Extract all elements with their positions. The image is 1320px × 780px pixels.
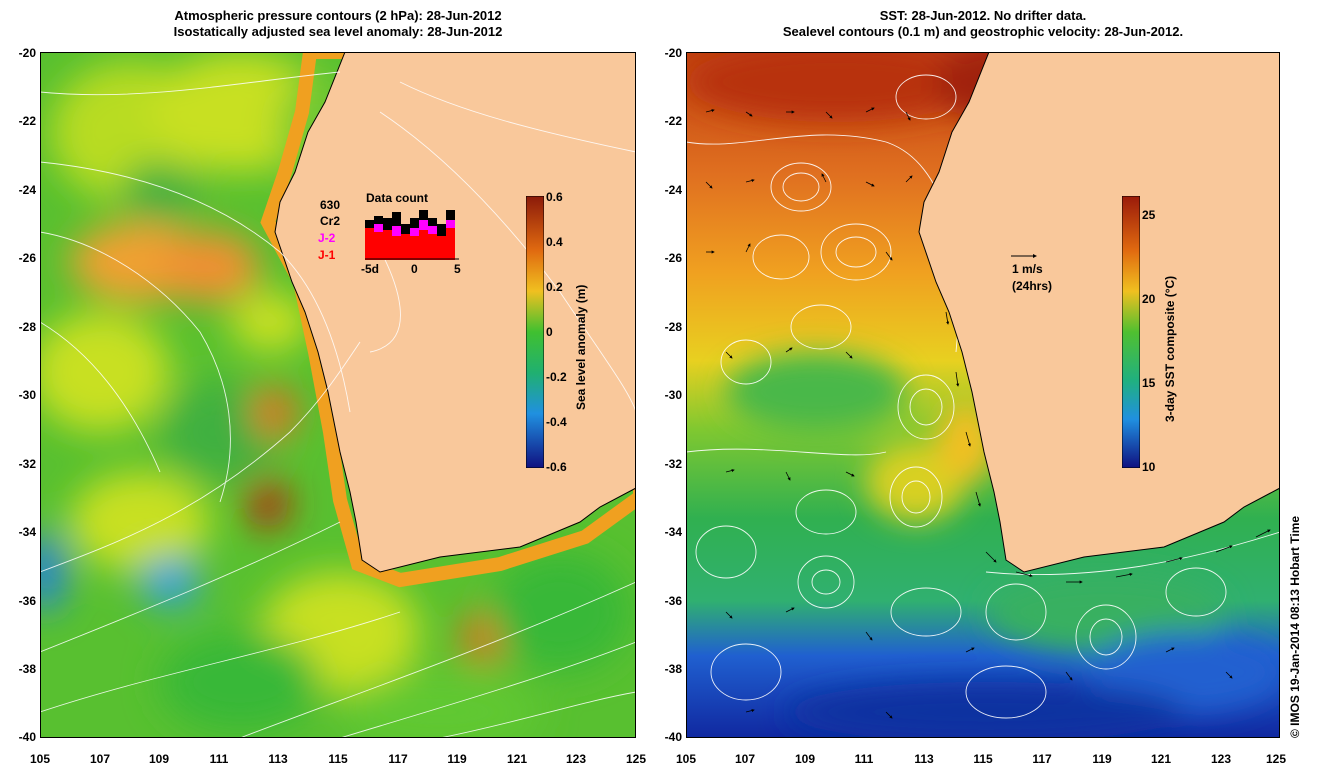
right-ytick: -36 [664, 594, 682, 608]
coastal-anomaly-band [260, 52, 636, 588]
left-ytick: -40 [18, 730, 36, 744]
right-cb-tick-1: 20 [1142, 292, 1156, 306]
right-title-line2: Sealevel contours (0.1 m) and geostrophi… [782, 24, 1184, 39]
left-xtick: 107 [89, 752, 111, 766]
left-xtick: 115 [328, 752, 348, 766]
imos-credit: © IMOS 19-Jan-2014 08:13 Hobart Time [1288, 515, 1302, 738]
right-ytick: -40 [664, 730, 682, 744]
right-xtick: 123 [1210, 752, 1232, 766]
right-ytick: -26 [664, 251, 682, 265]
left-map [40, 52, 636, 738]
right-xtick: 117 [1032, 752, 1052, 766]
australia-landmass [274, 52, 636, 573]
left-ytick: -28 [18, 320, 36, 334]
right-cb-tick-0: 25 [1142, 208, 1156, 222]
inset-mission-j2: J-2 [318, 231, 336, 245]
right-panel-title: SST: 28-Jun-2012. No drifter data. Seale… [686, 8, 1280, 40]
velocity-key-speed: 1 m/s [1012, 262, 1043, 276]
left-xtick: 121 [506, 752, 528, 766]
left-xtick: 113 [268, 752, 288, 766]
right-cb-tick-2: 15 [1142, 376, 1156, 390]
right-ytick: -20 [664, 46, 682, 60]
velocity-key-duration: (24hrs) [1012, 279, 1053, 293]
left-title-line2: Isostatically adjusted sea level anomaly… [173, 24, 503, 39]
left-ytick: -36 [18, 594, 36, 608]
sst-variations [686, 52, 1280, 738]
inset-mission-j1: J-1 [318, 248, 336, 262]
right-cb-tick-3: 10 [1142, 460, 1156, 474]
left-ytick: -22 [18, 114, 36, 128]
right-xtick: 113 [914, 752, 934, 766]
right-ytick: -24 [664, 183, 682, 197]
right-ytick: -30 [664, 388, 682, 402]
left-cb-tick-5: -0.4 [546, 415, 567, 429]
left-cb-tick-0: 0.6 [546, 190, 563, 204]
right-xtick: 105 [675, 752, 697, 766]
right-ytick: -34 [664, 525, 682, 539]
sla-anomaly-field [40, 52, 630, 738]
left-cb-tick-6: -0.6 [546, 460, 567, 474]
left-xtick: 109 [148, 752, 170, 766]
inset-title: Data count [366, 191, 429, 205]
left-xtick: 123 [565, 752, 587, 766]
inset-xtick-1: 0 [411, 262, 418, 276]
right-ytick: -28 [664, 320, 682, 334]
left-xtick: 117 [388, 752, 408, 766]
right-ytick: -38 [664, 662, 682, 676]
left-cb-tick-4: -0.2 [546, 370, 567, 384]
left-ytick: -20 [18, 46, 36, 60]
right-ytick: -22 [664, 114, 682, 128]
right-xtick: 111 [854, 752, 874, 766]
left-colorbar-title: Sea level anomaly (m) [574, 284, 588, 410]
left-panel-title: Atmospheric pressure contours (2 hPa): 2… [40, 8, 636, 40]
right-xtick: 121 [1150, 752, 1172, 766]
left-ytick: -34 [18, 525, 36, 539]
right-xtick: 115 [973, 752, 993, 766]
right-xtick: 107 [734, 752, 756, 766]
right-xtick: 119 [1092, 752, 1112, 766]
geostrophic-velocity-arrows [705, 107, 1271, 719]
left-title-line1: Atmospheric pressure contours (2 hPa): 2… [174, 8, 502, 23]
inset-mission-cr2: Cr2 [320, 214, 341, 228]
left-cb-tick-2: 0.2 [546, 280, 563, 294]
left-xtick: 119 [447, 752, 467, 766]
inset-count: 630 [320, 198, 341, 212]
right-xtick: 125 [1265, 752, 1287, 766]
australia-landmass-sst [918, 52, 1280, 573]
inset-xtick-2: 5 [454, 262, 461, 276]
left-xtick: 105 [29, 752, 51, 766]
inset-xtick-0: -5d [361, 262, 379, 276]
right-map [686, 52, 1280, 738]
left-ytick: -26 [18, 251, 36, 265]
right-ytick: -32 [664, 457, 682, 471]
right-title-line1: SST: 28-Jun-2012. No drifter data. [879, 8, 1087, 23]
left-ytick: -30 [18, 388, 36, 402]
data-count-histogram [365, 210, 459, 260]
left-xtick: 111 [209, 752, 229, 766]
left-cb-tick-3: 0 [546, 325, 553, 339]
left-ytick: -32 [18, 457, 36, 471]
left-ytick: -38 [18, 662, 36, 676]
left-xtick: 125 [625, 752, 647, 766]
left-colorbar [526, 196, 544, 468]
left-ytick: -24 [18, 183, 36, 197]
right-colorbar [1122, 196, 1140, 468]
right-xtick: 109 [794, 752, 816, 766]
right-colorbar-title: 3-day SST composite (°C) [1163, 275, 1177, 422]
left-cb-tick-1: 0.4 [546, 235, 563, 249]
